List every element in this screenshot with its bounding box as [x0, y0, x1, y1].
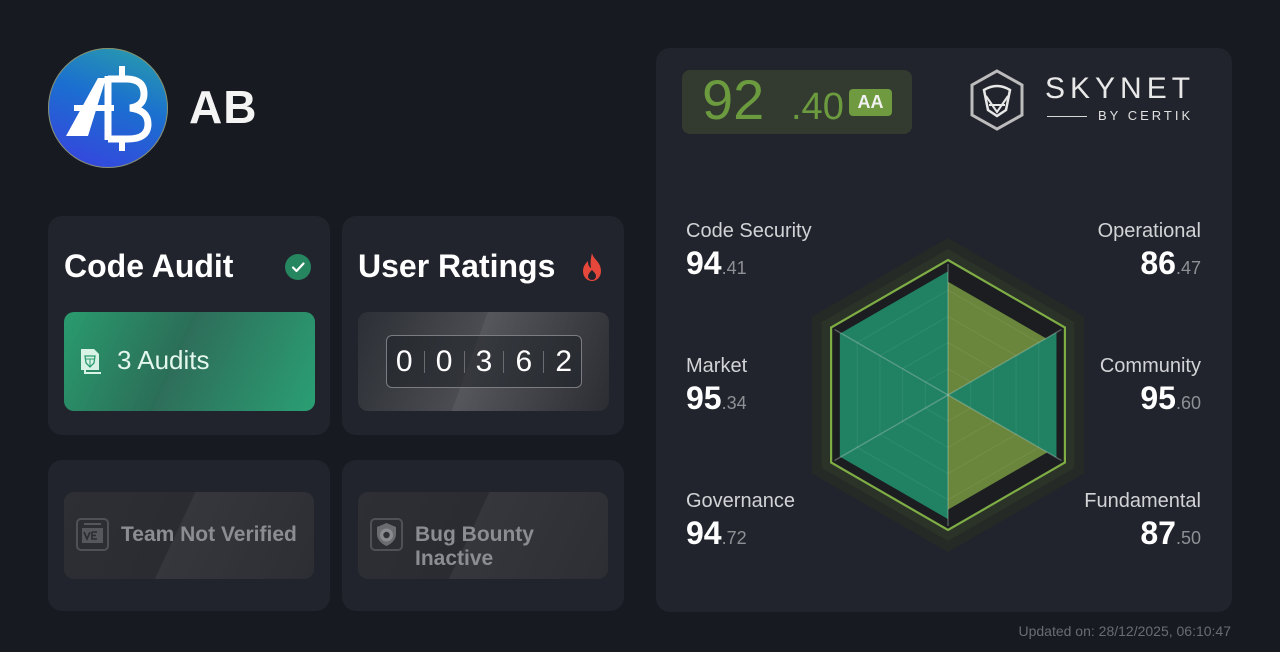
- metric-label: Market: [686, 355, 748, 377]
- metric-label: Operational: [1097, 220, 1201, 242]
- ratings-counter: 0 0 3 6 2: [386, 335, 582, 388]
- metric-market: Market 95.34: [686, 355, 866, 417]
- metric-code-security: Code Security 94.41: [686, 220, 866, 282]
- brand-name: SKYNET: [1045, 72, 1196, 105]
- metric-decimal: .50: [1175, 528, 1201, 548]
- audits-button[interactable]: 3 Audits: [64, 312, 315, 411]
- audits-label: 3 Audits: [117, 345, 210, 375]
- grade-badge: AA: [849, 89, 892, 116]
- metric-integer: 95: [686, 380, 722, 416]
- code-audit-card: Code Audit 3 Audits: [48, 216, 330, 435]
- radar-chart: [812, 238, 1084, 552]
- metric-community: Community 95.60: [1021, 355, 1201, 417]
- project-name: AB: [189, 81, 258, 133]
- counter-digit: 2: [555, 344, 573, 378]
- metric-fundamental: Fundamental 87.50: [1021, 490, 1201, 552]
- user-ratings-title: User Ratings: [358, 248, 556, 284]
- bug-bounty-card: Bug Bounty Inactive: [342, 460, 624, 611]
- metric-decimal: .34: [721, 393, 747, 413]
- counter-digit: 3: [475, 344, 493, 378]
- audit-document-icon: [81, 349, 101, 374]
- score-integer: 92: [702, 68, 765, 131]
- team-card: Team Not Verified: [48, 460, 330, 611]
- bug-bounty-status[interactable]: Bug Bounty Inactive: [358, 492, 608, 579]
- counter-digit: 0: [395, 344, 413, 378]
- digit-divider: [543, 350, 545, 373]
- fire-icon: [583, 253, 601, 281]
- digit-divider: [463, 350, 465, 373]
- metric-integer: 95: [1140, 380, 1176, 416]
- metric-decimal: .41: [721, 258, 747, 278]
- score-decimal: .40: [791, 86, 844, 128]
- metric-label: Code Security: [686, 220, 812, 242]
- metric-decimal: .47: [1175, 258, 1201, 278]
- metric-label: Community: [1099, 355, 1201, 377]
- counter-digit: 0: [435, 344, 453, 378]
- project-logo: [48, 48, 168, 168]
- shield-bug-icon: [370, 518, 403, 551]
- check-circle-icon: [285, 254, 311, 280]
- metric-integer: 87: [1140, 515, 1176, 551]
- id-card-icon: [76, 518, 109, 551]
- user-ratings-card: User Ratings 0 0 3 6 2: [342, 216, 624, 435]
- metric-label: Fundamental: [1084, 490, 1201, 512]
- metric-integer: 94: [686, 515, 722, 551]
- ab-coin-logo-icon: [66, 66, 152, 151]
- team-status-label: Team Not Verified: [121, 523, 297, 546]
- security-score-panel: 92 .40 AA SKYNET BY CERTIK Code Security…: [656, 48, 1232, 612]
- metric-governance: Governance 94.72: [686, 490, 866, 552]
- metric-label: Governance: [686, 490, 795, 512]
- counter-digit: 6: [515, 344, 533, 378]
- metric-decimal: .72: [721, 528, 747, 548]
- digit-divider: [423, 350, 425, 373]
- metric-integer: 94: [686, 245, 722, 281]
- metric-integer: 86: [1140, 245, 1176, 281]
- skynet-hexagon-shield-icon: [970, 69, 1024, 131]
- updated-timestamp: Updated on: 28/12/2025, 06:10:47: [1018, 623, 1231, 639]
- ratings-counter-panel: 0 0 3 6 2: [358, 312, 609, 411]
- code-audit-title: Code Audit: [64, 248, 234, 284]
- metric-operational: Operational 86.47: [1021, 220, 1201, 282]
- bug-bounty-label: Bug Bounty Inactive: [415, 523, 534, 570]
- digit-divider: [503, 350, 505, 373]
- overall-score: 92 .40 AA: [682, 68, 912, 134]
- metric-decimal: .60: [1175, 393, 1201, 413]
- team-status[interactable]: Team Not Verified: [64, 492, 314, 579]
- brand-divider: [1047, 116, 1087, 117]
- brand-sub: BY CERTIK: [1098, 108, 1194, 123]
